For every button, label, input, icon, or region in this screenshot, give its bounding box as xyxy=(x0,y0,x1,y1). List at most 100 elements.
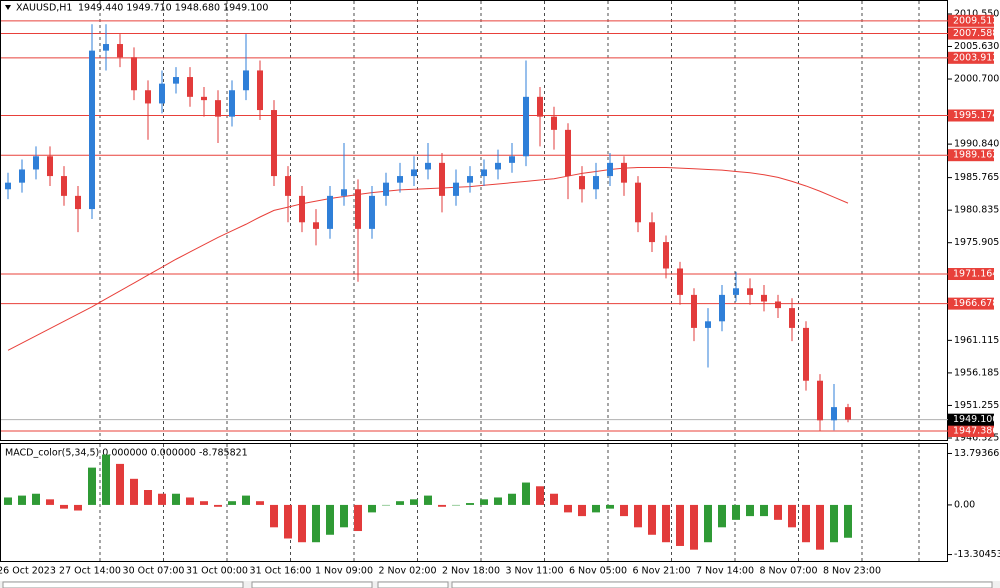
x-tick-label: 2 Nov 18:00 xyxy=(442,566,500,577)
x-tick-label: 31 Oct 00:00 xyxy=(186,566,248,577)
candle-body xyxy=(635,182,641,223)
macd-bar xyxy=(802,504,810,543)
level-tag xyxy=(948,424,994,437)
last-price-label: 1949.100 xyxy=(953,414,998,425)
moving-average xyxy=(7,166,849,351)
macd-bar xyxy=(592,504,600,513)
candle-body xyxy=(761,294,767,302)
macd-bar xyxy=(494,497,502,505)
level-tag xyxy=(948,297,994,310)
macd-bar xyxy=(564,504,572,513)
candle-body xyxy=(383,182,389,196)
macd-bar xyxy=(46,499,54,505)
candle-body xyxy=(131,57,137,91)
y-tick-label: 1975.905 xyxy=(954,237,999,248)
macd-y-tick-label: 13.793666 xyxy=(954,448,1000,459)
macd-bar xyxy=(312,504,320,543)
macd-bar xyxy=(746,504,754,517)
macd-bar xyxy=(480,499,488,505)
macd-bar xyxy=(200,501,208,505)
macd-bar xyxy=(74,504,82,511)
macd-y-tick-label: 0.00 xyxy=(954,499,975,510)
macd-bar xyxy=(214,504,222,507)
tab[interactable] xyxy=(2,581,244,588)
candle-body xyxy=(159,83,165,104)
y-tick-label: 1990.840 xyxy=(954,139,999,150)
tab[interactable] xyxy=(451,581,993,588)
macd-bar xyxy=(760,504,768,517)
macd-bar xyxy=(396,501,404,505)
candle-body xyxy=(453,182,459,196)
macd-bar xyxy=(4,497,12,505)
macd-bar xyxy=(690,504,698,550)
level-label: 1989.162 xyxy=(953,150,998,161)
x-tick-label: 31 Oct 16:00 xyxy=(250,566,312,577)
macd-bar xyxy=(830,504,838,543)
candle-body xyxy=(145,90,151,104)
menu-triangle[interactable] xyxy=(5,5,11,10)
macd-bar xyxy=(270,504,278,528)
candle-body xyxy=(663,242,669,269)
candle-body xyxy=(775,301,781,309)
candle-body xyxy=(691,294,697,328)
macd-bar xyxy=(676,504,684,546)
candle-body xyxy=(705,321,711,328)
candle-body xyxy=(481,169,487,177)
tab[interactable] xyxy=(377,581,449,588)
y-tick-label: 1951.255 xyxy=(954,400,999,411)
level-label: 1995.174 xyxy=(953,110,998,121)
level-label: 2007.588 xyxy=(953,28,998,39)
macd-bar xyxy=(298,504,306,543)
macd-bar xyxy=(774,504,782,520)
level-tag xyxy=(948,268,994,281)
candle-body xyxy=(789,308,795,328)
macd-bar xyxy=(816,504,824,550)
candle-body xyxy=(89,50,95,210)
candle-body xyxy=(551,116,557,130)
candle-body xyxy=(523,96,529,157)
y-tick-label: 2005.630 xyxy=(954,41,999,52)
macd-bar xyxy=(242,495,250,505)
candle-body xyxy=(719,294,725,322)
macd-bar xyxy=(606,504,614,509)
candle-body xyxy=(845,407,851,420)
candle-body xyxy=(677,268,683,295)
candle-body xyxy=(75,195,81,210)
candle-body xyxy=(173,77,179,84)
candle-body xyxy=(509,156,515,163)
macd-bar xyxy=(382,504,390,506)
candle-body xyxy=(271,110,277,177)
candle-body xyxy=(215,100,221,117)
tab[interactable] xyxy=(251,581,373,588)
candle-body xyxy=(565,129,571,177)
x-tick-label: 8 Nov 23:00 xyxy=(823,566,881,577)
macd-bar xyxy=(158,493,166,505)
candle-body xyxy=(747,288,753,295)
x-tick-label: 6 Nov 05:00 xyxy=(569,566,627,577)
macd-bar xyxy=(536,486,544,505)
macd-bar xyxy=(788,504,796,528)
macd-bar xyxy=(60,504,68,509)
candle-body xyxy=(103,44,109,51)
level-tag xyxy=(948,109,994,122)
candle-body xyxy=(733,288,739,295)
level-label: 2009.512 xyxy=(953,15,998,26)
macd-bar xyxy=(704,504,712,543)
macd-bar xyxy=(424,495,432,505)
candle-body xyxy=(299,195,305,223)
candle-body xyxy=(33,156,39,170)
macd-bar xyxy=(718,504,726,528)
x-tick-label: 1 Nov 09:00 xyxy=(315,566,373,577)
macd-bar xyxy=(648,504,656,535)
candle-body xyxy=(537,96,543,117)
x-tick-label: 6 Nov 21:00 xyxy=(632,566,690,577)
macd-bar xyxy=(228,501,236,505)
macd-bar xyxy=(550,493,558,505)
candle-body xyxy=(607,162,613,177)
candle-body xyxy=(117,44,123,58)
candle-body xyxy=(803,327,809,381)
last-price-tag xyxy=(948,413,994,426)
candle-body xyxy=(201,96,207,101)
macd-bar xyxy=(410,499,418,505)
